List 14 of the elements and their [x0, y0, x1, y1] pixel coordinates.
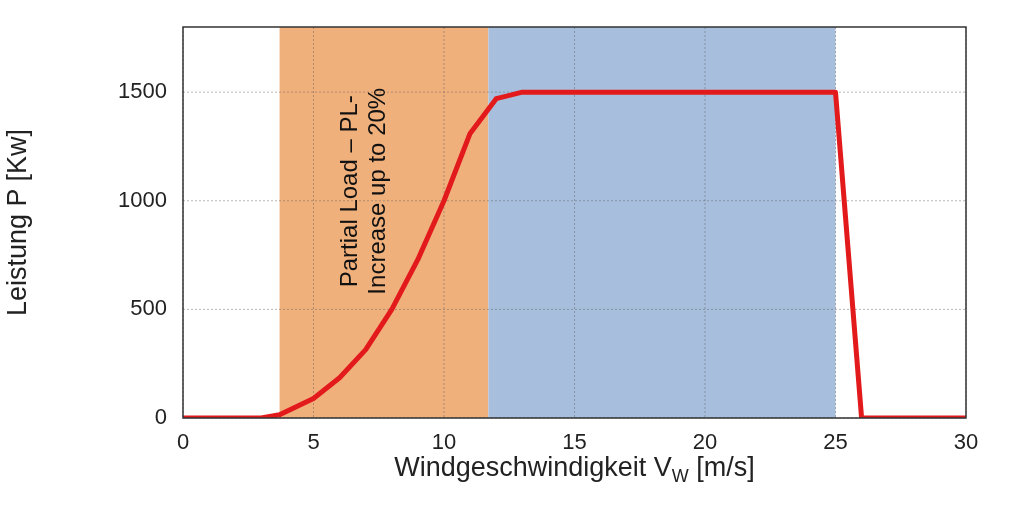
- x-tick-label: 5: [307, 429, 320, 455]
- x-tick-label: 0: [176, 429, 190, 455]
- y-tick-label: 1500: [118, 78, 167, 104]
- x-axis-title: Windgeschwindigkeit V$_{W}$ [m/s]: [394, 452, 755, 487]
- x-tick-label: 10: [431, 429, 457, 455]
- x-tick-label: 20: [692, 429, 718, 455]
- x-tick-label: 15: [562, 429, 587, 455]
- band-label: Partial Load – PL- Increase up to 20%: [334, 87, 390, 295]
- x-tick-label: 30: [953, 429, 979, 455]
- y-tick-label: 0: [154, 404, 167, 430]
- y-tick-label: 500: [130, 295, 167, 321]
- x-tick-label: 25: [823, 429, 848, 455]
- y-tick-label: 1000: [118, 186, 167, 212]
- y-axis-title: Leistung P [Kw]: [1, 128, 32, 317]
